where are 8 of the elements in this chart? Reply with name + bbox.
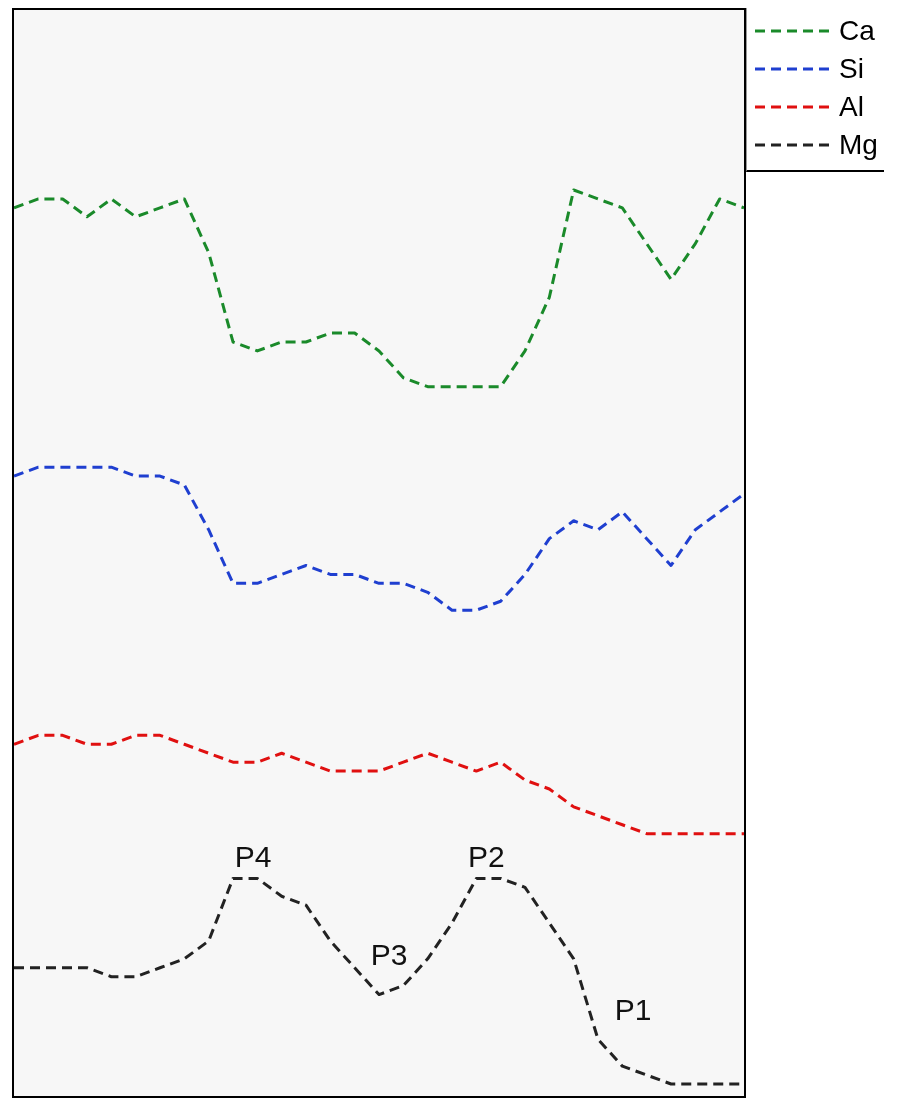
legend-label: Mg xyxy=(839,129,878,161)
legend-label: Si xyxy=(839,53,864,85)
legend-label: Ca xyxy=(839,15,875,47)
annotation: P3 xyxy=(370,938,408,972)
annotation: P2 xyxy=(467,840,505,874)
legend-label: Al xyxy=(839,91,864,123)
annotation: P4 xyxy=(234,840,272,874)
annotation: P1 xyxy=(614,992,652,1026)
